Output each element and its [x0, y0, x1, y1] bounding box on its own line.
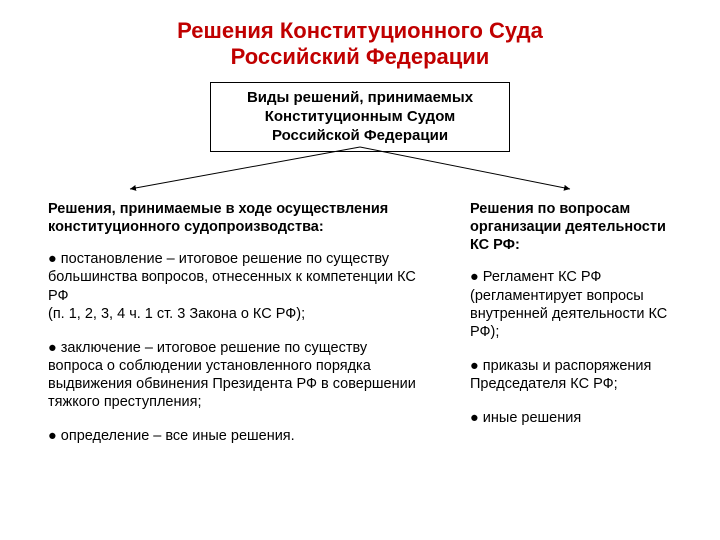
top-box: Виды решений, принимаемых Конституционны… — [210, 82, 510, 152]
left-column: Решения, принимаемые в ходе осуществлени… — [48, 200, 418, 461]
right-para-3: ● иные решения — [470, 409, 680, 427]
tree-arrows — [0, 145, 720, 195]
title-line-2: Российский Федерации — [0, 44, 720, 70]
left-para-2: ● заключение – итоговое решение по сущес… — [48, 339, 418, 412]
arrow-left — [130, 147, 360, 189]
left-p1b-text: (п. 1, 2, 3, 4 ч. 1 ст. 3 Закона о КС РФ… — [48, 305, 418, 323]
right-para-1: ● Регламент КС РФ (регламентирует вопрос… — [470, 268, 680, 341]
arrow-right — [360, 147, 570, 189]
top-box-line2: Конституционным Судом — [221, 108, 499, 127]
left-p1-text: ● постановление – итоговое решение по су… — [48, 250, 418, 304]
right-heading: Решения по вопросам организации деятельн… — [470, 200, 680, 254]
left-heading: Решения, принимаемые в ходе осуществлени… — [48, 200, 418, 236]
right-para-2: ● приказы и распоряжения Председателя КС… — [470, 357, 680, 393]
right-column: Решения по вопросам организации деятельн… — [470, 200, 680, 443]
top-box-line1: Виды решений, принимаемых — [221, 89, 499, 108]
right-p1b-text: (регламентирует вопросы внутренней деяте… — [470, 287, 680, 341]
top-box-line3: Российской Федерации — [221, 127, 499, 146]
main-title: Решения Конституционного Суда Российский… — [0, 0, 720, 71]
left-para-3: ● определение – все иные решения. — [48, 427, 418, 445]
right-p1-text: ● Регламент КС РФ — [470, 268, 680, 286]
left-para-1: ● постановление – итоговое решение по су… — [48, 250, 418, 323]
title-line-1: Решения Конституционного Суда — [0, 18, 720, 44]
